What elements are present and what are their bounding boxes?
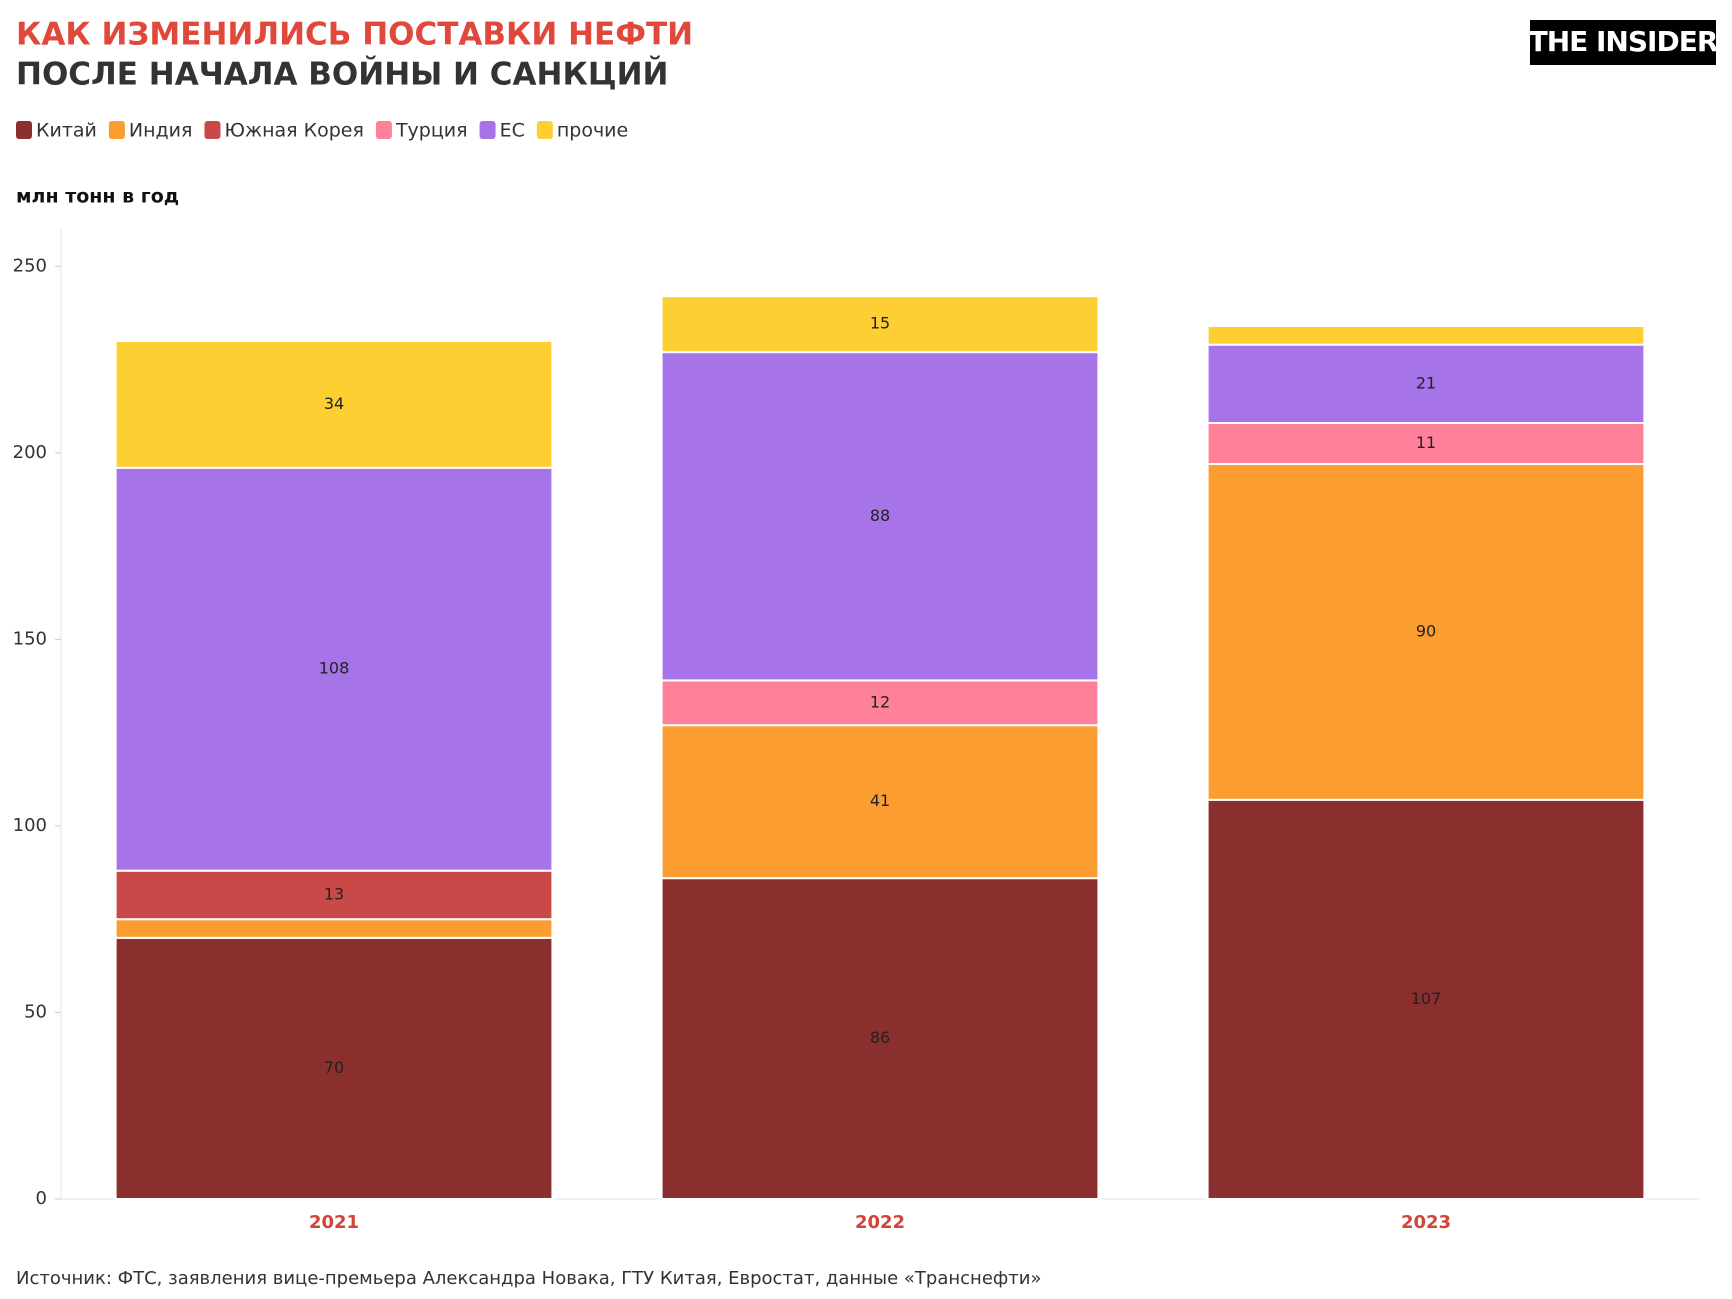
brand-box bbox=[1530, 20, 1716, 65]
source: Источник: ФТС, заявления вице-премьера А… bbox=[16, 1268, 1041, 1289]
bar-segment bbox=[1206, 343, 1646, 424]
legend-swatch bbox=[204, 121, 221, 139]
legend-label: Китай bbox=[36, 120, 97, 142]
bar-segment bbox=[114, 918, 554, 939]
bar-segment bbox=[660, 877, 1100, 1201]
data-label: 41 bbox=[870, 791, 890, 810]
legend-swatch bbox=[479, 121, 496, 139]
bar-segment bbox=[114, 936, 554, 1200]
data-label: 21 bbox=[1416, 373, 1436, 392]
x-tick-label: 2022 bbox=[855, 1212, 905, 1233]
bar-segment bbox=[660, 724, 1100, 880]
chart-subtitle: ПОСЛЕ НАЧАЛА ВОЙНЫ И САНКЦИЙ bbox=[16, 57, 668, 93]
data-label: 11 bbox=[1416, 433, 1436, 452]
bar-segment bbox=[114, 339, 554, 469]
data-label: 13 bbox=[324, 884, 344, 903]
legend-swatch bbox=[16, 121, 32, 139]
legend-label: Южная Корея bbox=[224, 120, 363, 142]
data-label: 70 bbox=[324, 1058, 344, 1077]
legend-label: Индия bbox=[129, 120, 193, 142]
bar-segment bbox=[1206, 463, 1646, 801]
bar-segment bbox=[1206, 325, 1646, 346]
legend-label: ЕС bbox=[500, 120, 525, 142]
data-label: 12 bbox=[870, 692, 890, 711]
data-label: 86 bbox=[870, 1028, 890, 1047]
data-label: 90 bbox=[1416, 621, 1436, 640]
bar-segment bbox=[660, 351, 1100, 682]
legend-swatch bbox=[108, 121, 125, 139]
y-tick-label: 150 bbox=[13, 628, 47, 649]
data-label: 107 bbox=[1411, 989, 1442, 1008]
data-label: 15 bbox=[870, 314, 890, 333]
chart-title: КАК ИЗМЕНИЛИСЬ ПОСТАВКИ НЕФТИ bbox=[16, 17, 693, 53]
y-tick-label: 200 bbox=[13, 442, 47, 463]
legend-swatch bbox=[375, 121, 392, 139]
bar-segment bbox=[114, 869, 554, 921]
bar-segment bbox=[1206, 422, 1646, 466]
x-tick-label: 2023 bbox=[1401, 1212, 1451, 1233]
bar-segment bbox=[660, 295, 1100, 354]
x-tick-label: 2021 bbox=[309, 1212, 359, 1233]
data-label: 34 bbox=[324, 394, 344, 413]
y-tick-label: 100 bbox=[13, 815, 47, 836]
legend-label: Турция bbox=[395, 120, 468, 142]
y-tick-label: 250 bbox=[13, 255, 47, 276]
data-label: 108 bbox=[319, 659, 350, 678]
bar-segment bbox=[1206, 798, 1646, 1200]
legend-label: прочие bbox=[557, 120, 628, 142]
data-label: 88 bbox=[870, 506, 890, 525]
y-axis-label: млн тонн в год bbox=[16, 186, 179, 208]
legend-swatch bbox=[536, 121, 553, 139]
y-tick-label: 50 bbox=[24, 1001, 47, 1022]
y-tick-label: 0 bbox=[36, 1188, 47, 1209]
brand: THE INSIDER bbox=[1529, 25, 1718, 58]
bar-segment bbox=[114, 466, 554, 872]
